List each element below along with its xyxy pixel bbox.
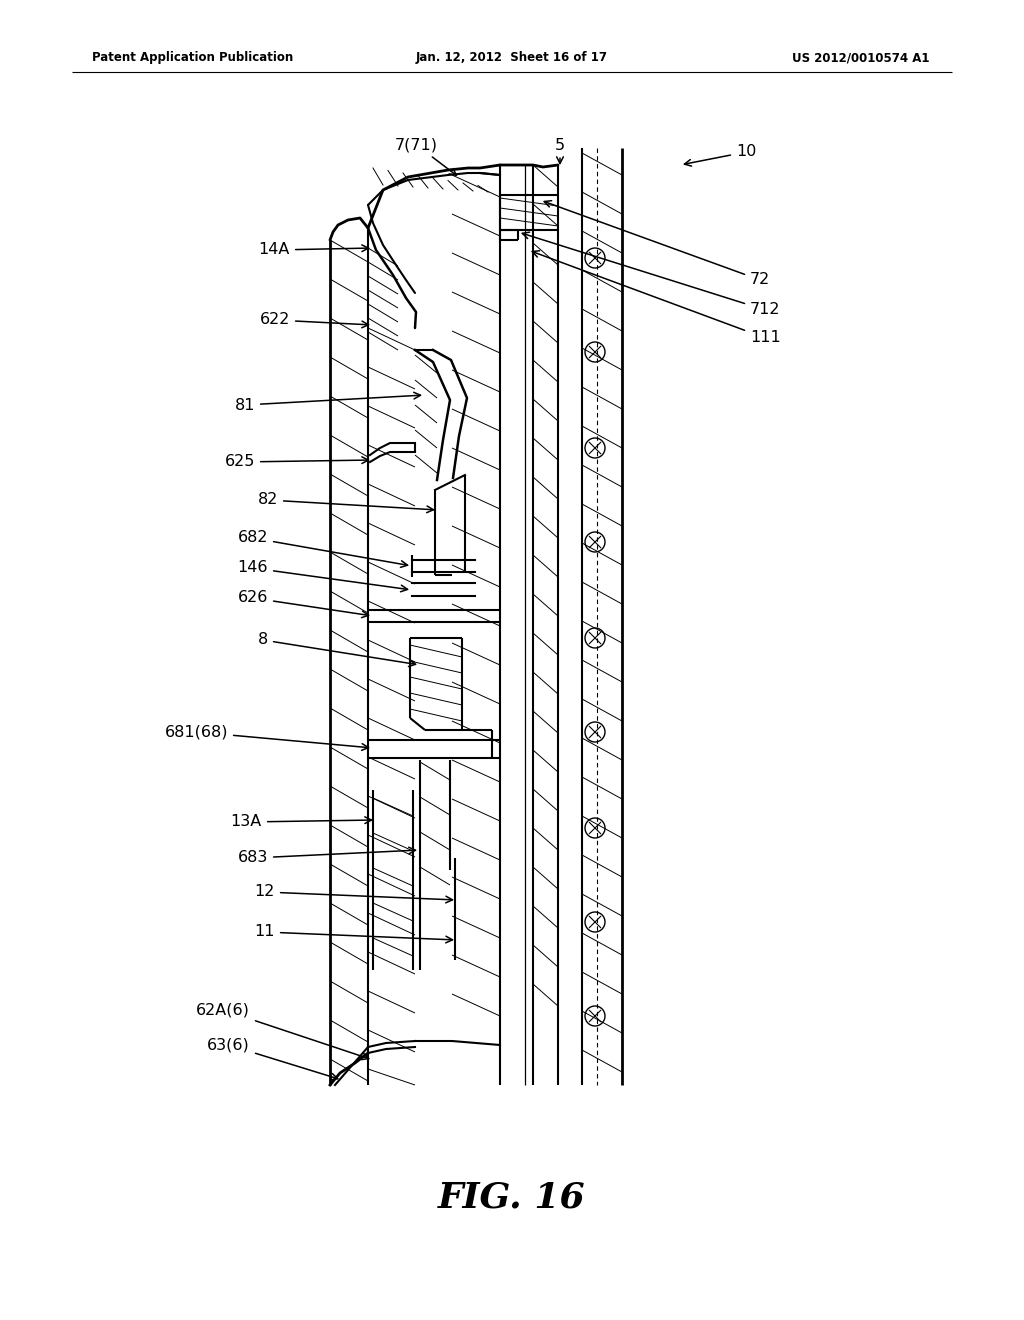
Text: FIG. 16: FIG. 16 bbox=[438, 1181, 586, 1214]
Text: 13A: 13A bbox=[230, 814, 372, 829]
Text: 11: 11 bbox=[255, 924, 453, 942]
Text: 12: 12 bbox=[255, 884, 453, 903]
Text: 8: 8 bbox=[258, 632, 416, 667]
Text: Patent Application Publication: Patent Application Publication bbox=[92, 51, 293, 65]
Text: 146: 146 bbox=[238, 561, 408, 591]
Text: US 2012/0010574 A1: US 2012/0010574 A1 bbox=[793, 51, 930, 65]
Text: 82: 82 bbox=[258, 492, 433, 512]
Text: 111: 111 bbox=[532, 251, 780, 346]
Text: 625: 625 bbox=[224, 454, 369, 470]
Text: 14A: 14A bbox=[259, 243, 369, 257]
Text: 626: 626 bbox=[238, 590, 369, 618]
Text: 5: 5 bbox=[555, 137, 565, 164]
Text: 681(68): 681(68) bbox=[165, 725, 369, 750]
Text: 63(6): 63(6) bbox=[207, 1038, 338, 1080]
Text: 72: 72 bbox=[544, 201, 770, 288]
Text: 62A(6): 62A(6) bbox=[197, 1002, 369, 1060]
Text: 81: 81 bbox=[234, 392, 421, 412]
Text: 683: 683 bbox=[238, 847, 416, 866]
Text: 622: 622 bbox=[260, 313, 369, 327]
Text: 712: 712 bbox=[522, 232, 780, 318]
Text: 10: 10 bbox=[684, 144, 757, 166]
Text: Jan. 12, 2012  Sheet 16 of 17: Jan. 12, 2012 Sheet 16 of 17 bbox=[416, 51, 608, 65]
Text: 682: 682 bbox=[238, 531, 408, 568]
Text: 7(71): 7(71) bbox=[395, 137, 457, 176]
